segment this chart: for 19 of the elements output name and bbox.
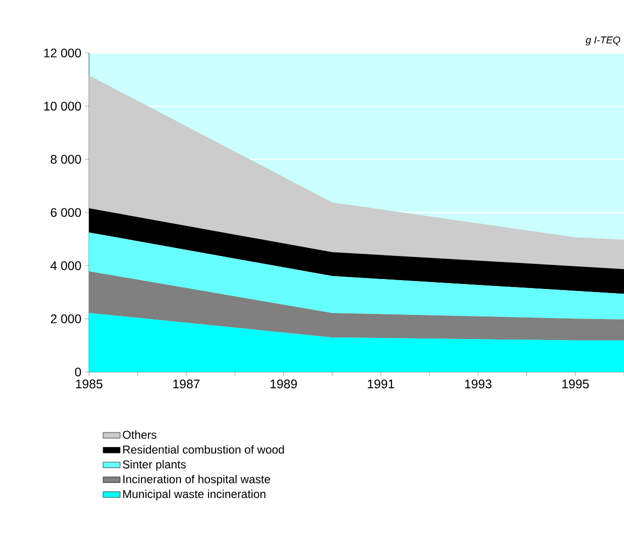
y-tick-label: 2 000 [50, 314, 81, 324]
x-tick-label: 1995 [562, 380, 589, 388]
y-tick-label: 4 000 [50, 261, 81, 270]
y-tick-label: 6 000 [50, 208, 81, 217]
y-tick-label: 0 [75, 368, 82, 376]
legend-label: Others [122, 430, 156, 439]
y-tick-label: 10 000 [44, 102, 81, 111]
x-tick-label: 1987 [173, 380, 200, 388]
x-tick-label: 1989 [270, 380, 297, 388]
x-tick-label: 1985 [76, 380, 102, 388]
y-tick-label: 8 000 [50, 154, 81, 164]
legend-label: Residential combustion of wood [123, 445, 284, 454]
x-tick-label: 1993 [465, 380, 492, 388]
legend-label: Sinter plants [122, 460, 186, 471]
legend-label: Municipal waste incineration [123, 490, 266, 500]
legend-label: Incineration of hospital waste [123, 474, 270, 486]
y-tick-label: 12 000 [44, 48, 81, 58]
y-axis-title: g I-TEQ [586, 36, 620, 46]
x-tick-label: 1991 [368, 380, 394, 388]
